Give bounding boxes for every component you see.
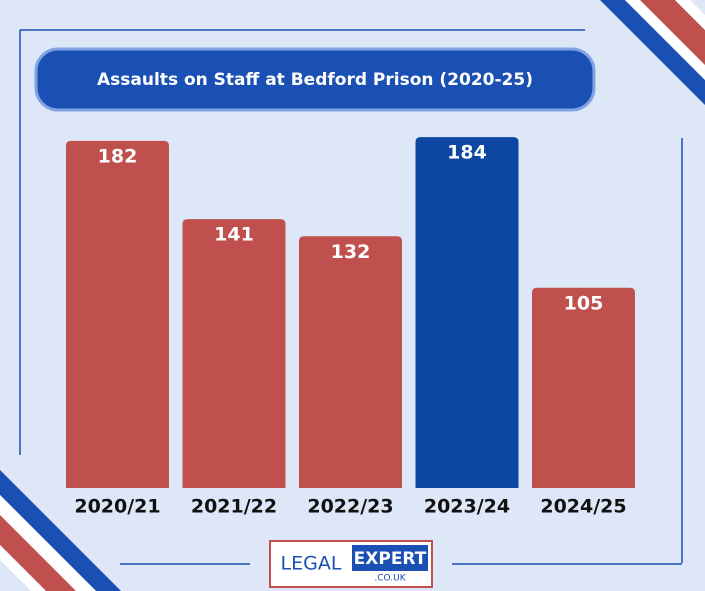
bar — [532, 287, 635, 488]
chart-title: Assaults on Staff at Bedford Prison (202… — [97, 70, 533, 90]
value-label: 141 — [214, 224, 254, 246]
value-label: 132 — [331, 241, 371, 263]
bar — [415, 137, 519, 488]
value-label: 105 — [564, 292, 604, 314]
logo-block — [352, 545, 428, 571]
title-pill — [34, 47, 596, 112]
logo: LEGAL EXPERT .CO.UK — [269, 540, 433, 588]
logo-domain: .CO.UK — [374, 574, 406, 584]
x-tick-label: 2021/22 — [191, 496, 277, 518]
x-tick-label: 2022/23 — [307, 496, 393, 518]
value-label: 182 — [98, 145, 138, 167]
logo-right: EXPERT — [354, 549, 427, 569]
x-tick-label: 2024/25 — [540, 496, 626, 518]
value-label: 184 — [447, 142, 487, 164]
x-tick-label: 2020/21 — [74, 496, 160, 518]
bar — [299, 236, 402, 488]
logo-left: LEGAL — [281, 553, 342, 575]
bar — [182, 219, 286, 488]
bar — [66, 140, 169, 488]
x-tick-label: 2023/24 — [424, 496, 510, 518]
